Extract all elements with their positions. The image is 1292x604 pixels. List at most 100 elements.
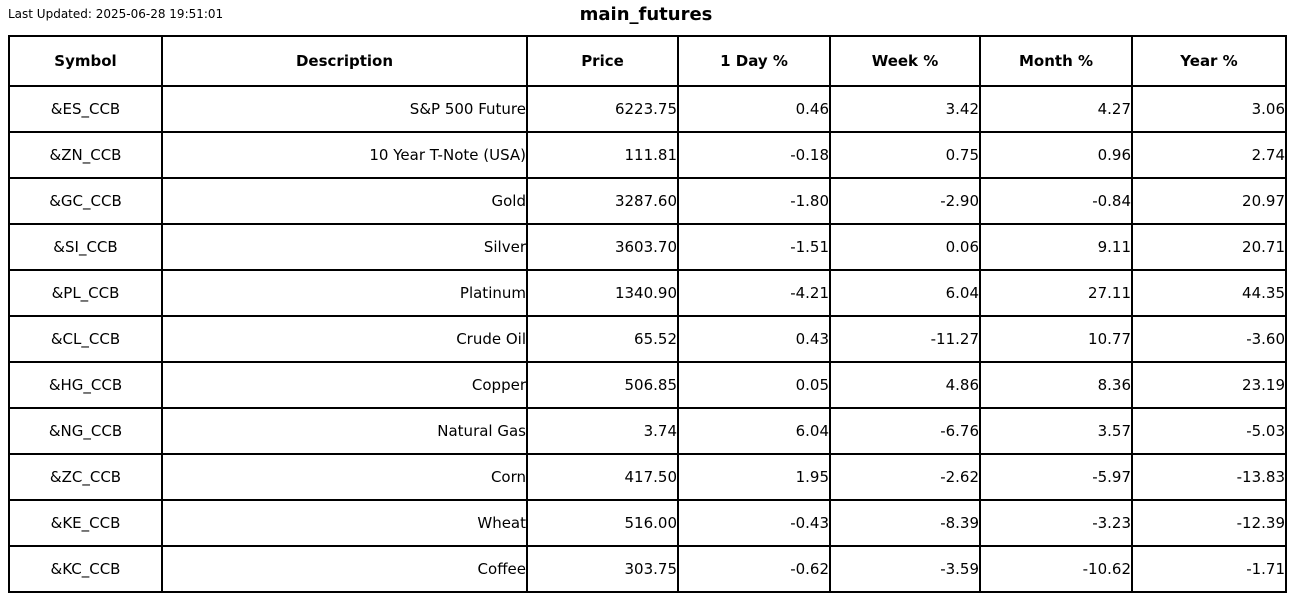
price-cell: 111.81 — [526, 131, 679, 179]
description-cell: Corn — [161, 453, 528, 501]
week-pct-cell: -8.39 — [829, 499, 981, 547]
month-pct-cell: -3.23 — [979, 499, 1133, 547]
month-pct-cell: 8.36 — [979, 361, 1133, 409]
year-pct-cell: 44.35 — [1131, 269, 1287, 317]
week-pct-cell: -6.76 — [829, 407, 981, 455]
table-row: &HG_CCB Copper 506.85 0.05 4.86 8.36 23.… — [8, 361, 1287, 409]
symbol-cell: &GC_CCB — [8, 177, 163, 225]
year-pct-cell: -1.71 — [1131, 545, 1287, 593]
symbol-cell: &ZN_CCB — [8, 131, 163, 179]
table-row: &KE_CCB Wheat 516.00 -0.43 -8.39 -3.23 -… — [8, 499, 1287, 547]
table-row: &NG_CCB Natural Gas 3.74 6.04 -6.76 3.57… — [8, 407, 1287, 455]
price-cell: 417.50 — [526, 453, 679, 501]
day-pct-cell: 0.46 — [677, 85, 831, 133]
year-pct-cell: 2.74 — [1131, 131, 1287, 179]
table-row: &PL_CCB Platinum 1340.90 -4.21 6.04 27.1… — [8, 269, 1287, 317]
table-header-row: Symbol Description Price 1 Day % Week % … — [8, 35, 1287, 87]
col-header-year-pct: Year % — [1131, 35, 1287, 87]
price-cell: 506.85 — [526, 361, 679, 409]
description-cell: Wheat — [161, 499, 528, 547]
col-header-day-pct: 1 Day % — [677, 35, 831, 87]
description-cell: Gold — [161, 177, 528, 225]
symbol-cell: &KE_CCB — [8, 499, 163, 547]
month-pct-cell: 9.11 — [979, 223, 1133, 271]
month-pct-cell: 0.96 — [979, 131, 1133, 179]
price-cell: 303.75 — [526, 545, 679, 593]
year-pct-cell: -13.83 — [1131, 453, 1287, 501]
month-pct-cell: -5.97 — [979, 453, 1133, 501]
symbol-cell: &ZC_CCB — [8, 453, 163, 501]
year-pct-cell: -3.60 — [1131, 315, 1287, 363]
month-pct-cell: 27.11 — [979, 269, 1133, 317]
symbol-cell: &HG_CCB — [8, 361, 163, 409]
day-pct-cell: 0.05 — [677, 361, 831, 409]
price-cell: 6223.75 — [526, 85, 679, 133]
year-pct-cell: 23.19 — [1131, 361, 1287, 409]
day-pct-cell: -0.62 — [677, 545, 831, 593]
description-cell: Copper — [161, 361, 528, 409]
week-pct-cell: -11.27 — [829, 315, 981, 363]
week-pct-cell: 3.42 — [829, 85, 981, 133]
year-pct-cell: -12.39 — [1131, 499, 1287, 547]
week-pct-cell: -2.90 — [829, 177, 981, 225]
price-cell: 1340.90 — [526, 269, 679, 317]
month-pct-cell: 10.77 — [979, 315, 1133, 363]
week-pct-cell: 6.04 — [829, 269, 981, 317]
month-pct-cell: 3.57 — [979, 407, 1133, 455]
description-cell: Platinum — [161, 269, 528, 317]
symbol-cell: &PL_CCB — [8, 269, 163, 317]
page-title: main_futures — [579, 4, 713, 25]
week-pct-cell: 0.06 — [829, 223, 981, 271]
year-pct-cell: 20.97 — [1131, 177, 1287, 225]
week-pct-cell: 0.75 — [829, 131, 981, 179]
week-pct-cell: -3.59 — [829, 545, 981, 593]
description-cell: Natural Gas — [161, 407, 528, 455]
month-pct-cell: -10.62 — [979, 545, 1133, 593]
col-header-symbol: Symbol — [8, 35, 163, 87]
symbol-cell: &SI_CCB — [8, 223, 163, 271]
symbol-cell: &ES_CCB — [8, 85, 163, 133]
col-header-price: Price — [526, 35, 679, 87]
symbol-cell: &KC_CCB — [8, 545, 163, 593]
month-pct-cell: 4.27 — [979, 85, 1133, 133]
day-pct-cell: 6.04 — [677, 407, 831, 455]
price-cell: 3287.60 — [526, 177, 679, 225]
table-row: &ZN_CCB 10 Year T-Note (USA) 111.81 -0.1… — [8, 131, 1287, 179]
price-cell: 516.00 — [526, 499, 679, 547]
symbol-cell: &CL_CCB — [8, 315, 163, 363]
year-pct-cell: 20.71 — [1131, 223, 1287, 271]
last-updated-text: Last Updated: 2025-06-28 19:51:01 — [8, 7, 224, 21]
symbol-cell: &NG_CCB — [8, 407, 163, 455]
day-pct-cell: -1.51 — [677, 223, 831, 271]
day-pct-cell: 0.43 — [677, 315, 831, 363]
day-pct-cell: -0.43 — [677, 499, 831, 547]
price-cell: 3603.70 — [526, 223, 679, 271]
year-pct-cell: -5.03 — [1131, 407, 1287, 455]
day-pct-cell: 1.95 — [677, 453, 831, 501]
table-row: &GC_CCB Gold 3287.60 -1.80 -2.90 -0.84 2… — [8, 177, 1287, 225]
price-cell: 3.74 — [526, 407, 679, 455]
col-header-description: Description — [161, 35, 528, 87]
day-pct-cell: -0.18 — [677, 131, 831, 179]
day-pct-cell: -4.21 — [677, 269, 831, 317]
description-cell: S&P 500 Future — [161, 85, 528, 133]
price-cell: 65.52 — [526, 315, 679, 363]
table-row: &ZC_CCB Corn 417.50 1.95 -2.62 -5.97 -13… — [8, 453, 1287, 501]
description-cell: Coffee — [161, 545, 528, 593]
day-pct-cell: -1.80 — [677, 177, 831, 225]
month-pct-cell: -0.84 — [979, 177, 1133, 225]
table-row: &CL_CCB Crude Oil 65.52 0.43 -11.27 10.7… — [8, 315, 1287, 363]
description-cell: Crude Oil — [161, 315, 528, 363]
futures-table: Symbol Description Price 1 Day % Week % … — [8, 35, 1287, 593]
week-pct-cell: -2.62 — [829, 453, 981, 501]
week-pct-cell: 4.86 — [829, 361, 981, 409]
description-cell: 10 Year T-Note (USA) — [161, 131, 528, 179]
table-row: &ES_CCB S&P 500 Future 6223.75 0.46 3.42… — [8, 85, 1287, 133]
description-cell: Silver — [161, 223, 528, 271]
year-pct-cell: 3.06 — [1131, 85, 1287, 133]
col-header-week-pct: Week % — [829, 35, 981, 87]
col-header-month-pct: Month % — [979, 35, 1133, 87]
table-row: &SI_CCB Silver 3603.70 -1.51 0.06 9.11 2… — [8, 223, 1287, 271]
table-row: &KC_CCB Coffee 303.75 -0.62 -3.59 -10.62… — [8, 545, 1287, 593]
